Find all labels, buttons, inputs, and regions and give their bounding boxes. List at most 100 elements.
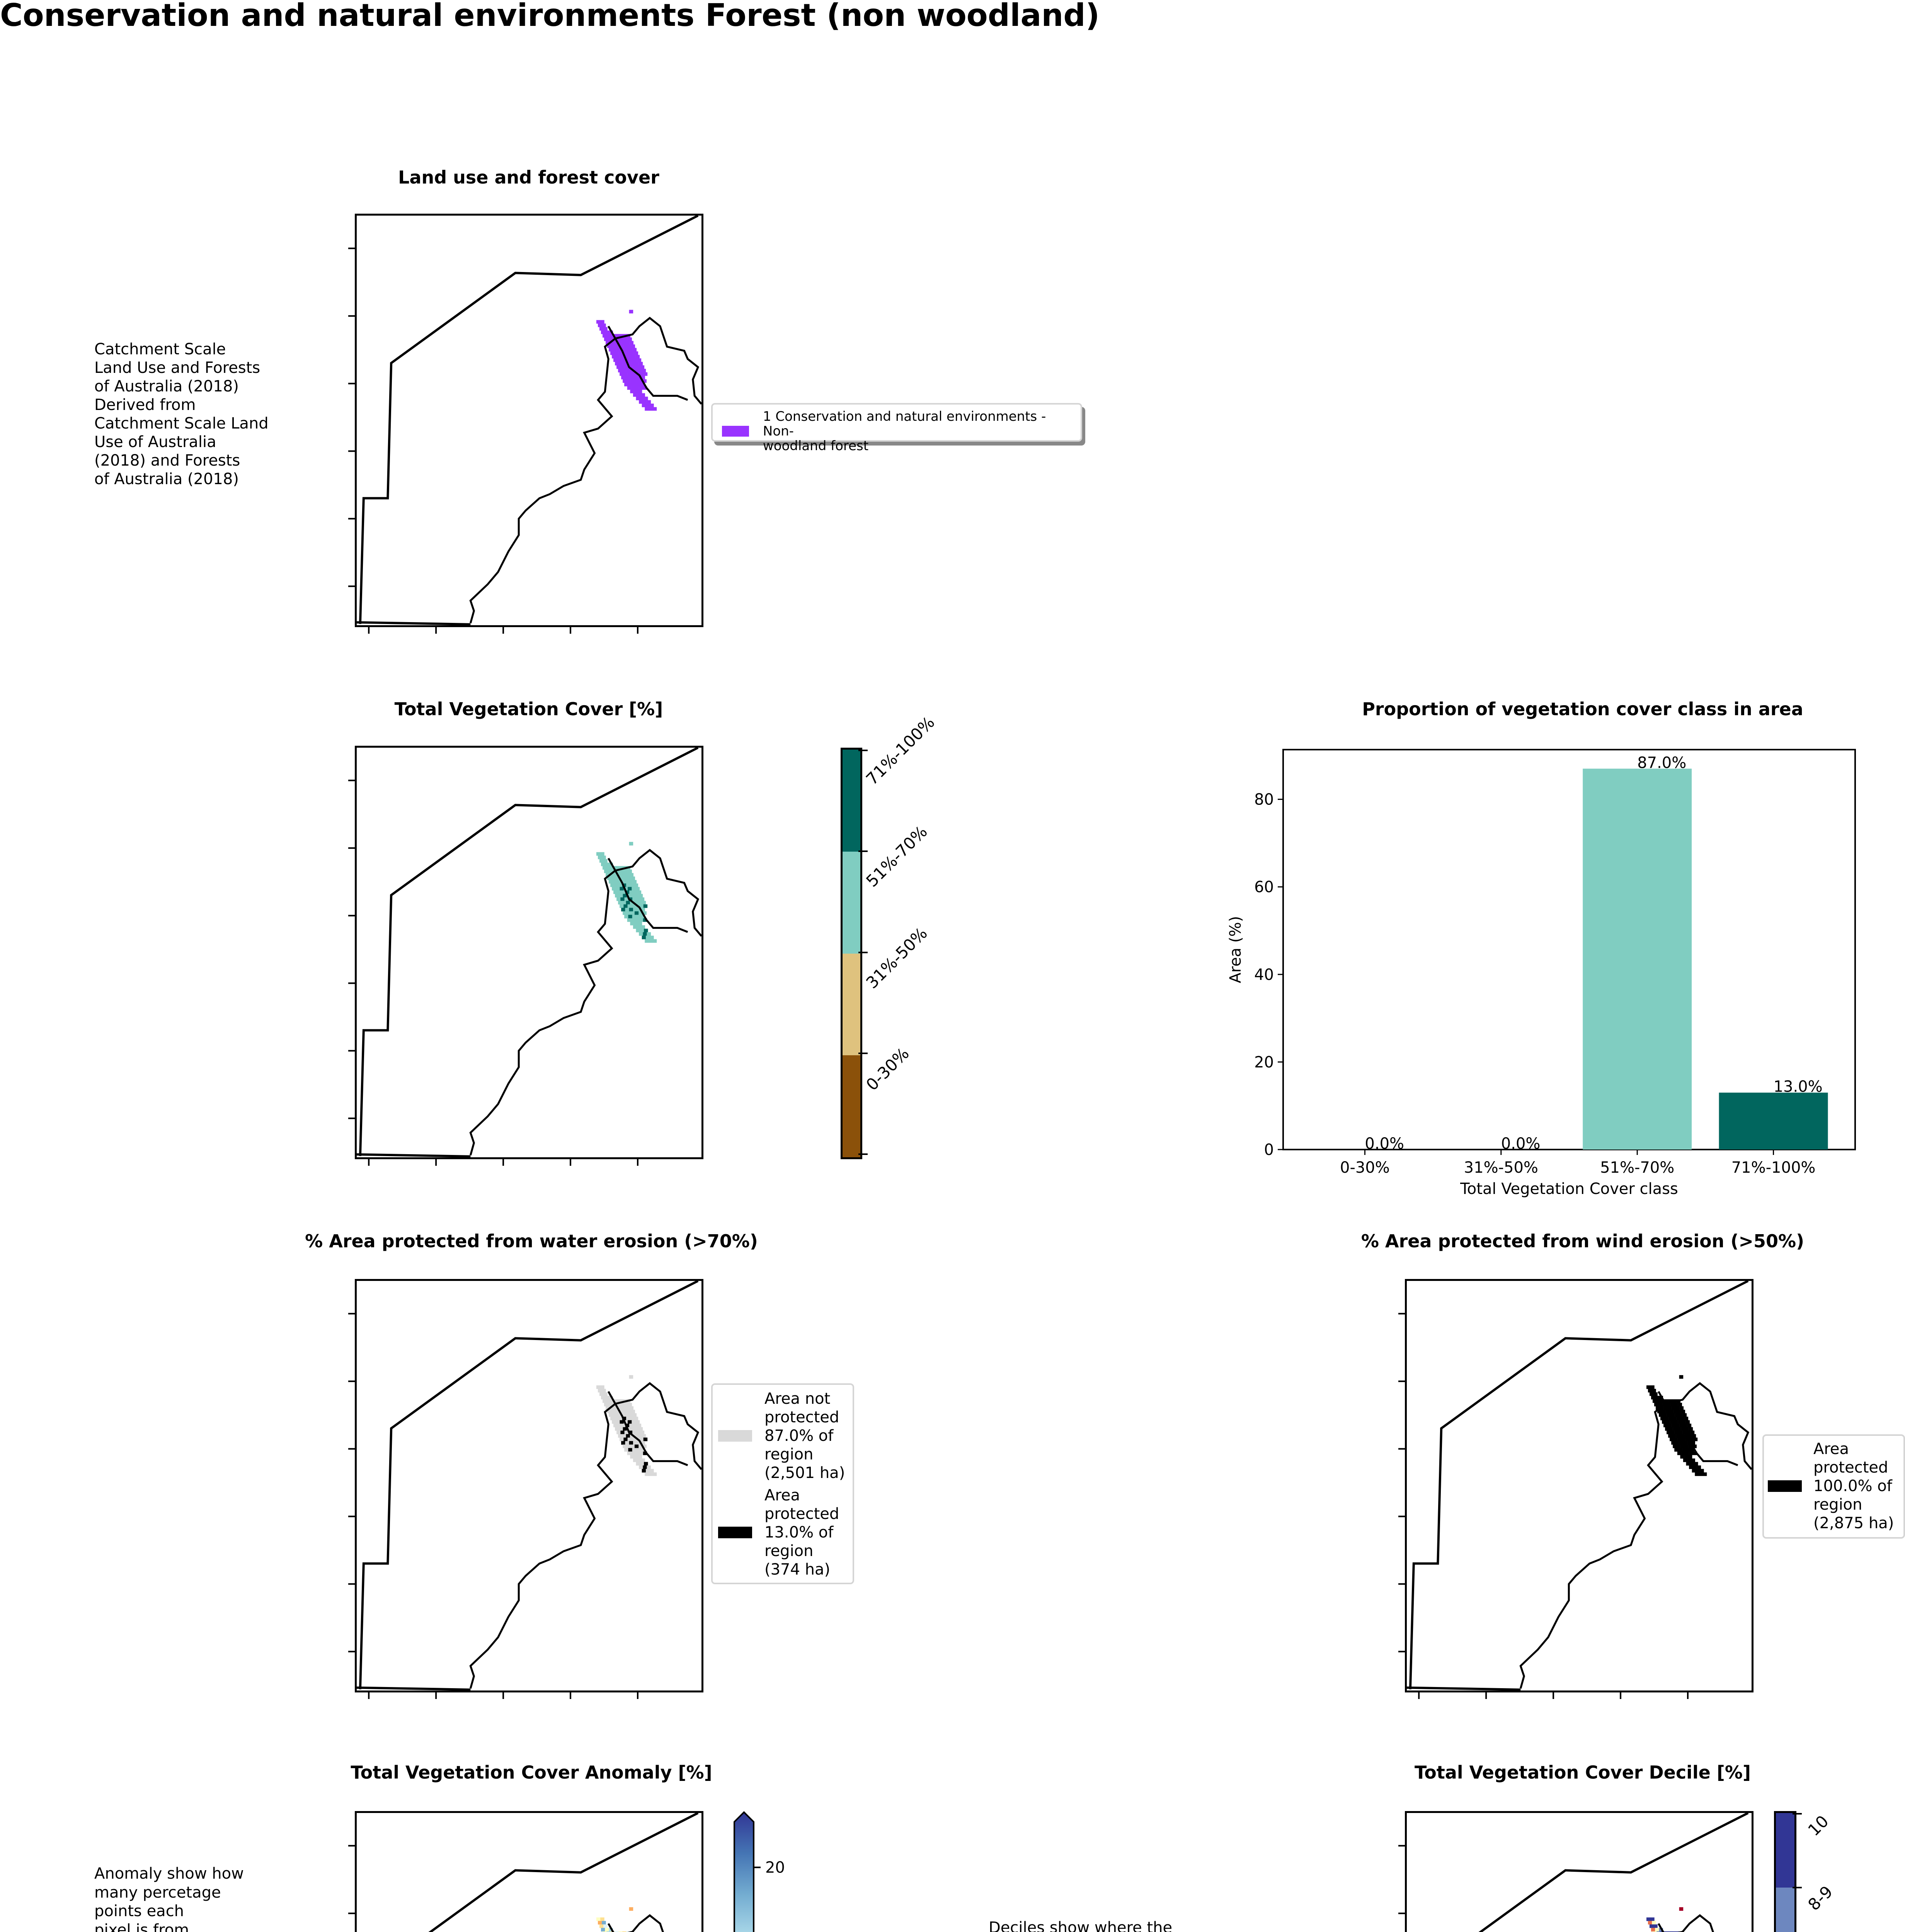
- map-pixel: [1666, 1403, 1670, 1406]
- map-pixel: [599, 1392, 604, 1396]
- map-pixel: [642, 1434, 646, 1438]
- map-pixel: [647, 400, 651, 404]
- map-pixel: [618, 351, 623, 355]
- map-pixel: [1672, 1406, 1676, 1410]
- map-pixel: [636, 396, 640, 400]
- map-pixel: [638, 1434, 642, 1438]
- map-pixel: [640, 1430, 645, 1434]
- map-pixel: [1672, 1931, 1677, 1932]
- map-pixel: [638, 369, 642, 372]
- map-pixel: [610, 1399, 615, 1403]
- map-pixel: [600, 320, 604, 324]
- colorbar-segment: [843, 1055, 860, 1157]
- map-pixel: [617, 1423, 621, 1427]
- map-pixel: [1682, 1420, 1686, 1424]
- map-pixel: [634, 922, 638, 925]
- map-pixel: [635, 918, 639, 922]
- map-pixel: [617, 890, 621, 894]
- map-pixel: [626, 379, 631, 383]
- map-pixel: [645, 935, 650, 939]
- map-pixel: [1678, 1420, 1682, 1424]
- map-pixel: [642, 911, 647, 915]
- map-pixel: [632, 365, 637, 369]
- map-pixel: [1697, 1465, 1701, 1469]
- map-pixel: [629, 1406, 634, 1410]
- map-pixel: [645, 939, 649, 943]
- map-pixel: [596, 852, 601, 856]
- map-pixel: [1675, 1406, 1680, 1410]
- map-pixel: [1652, 1399, 1657, 1403]
- map-pixel: [626, 883, 630, 887]
- map-pixel: [1685, 1451, 1689, 1455]
- map-pixel: [618, 334, 623, 338]
- map-pixel: [645, 1469, 650, 1473]
- map-pixel: [635, 1420, 640, 1424]
- map-pixel: [623, 1437, 628, 1441]
- map-canvas: [348, 214, 702, 634]
- map-pixel: [609, 873, 614, 877]
- map-pixel: [616, 355, 620, 359]
- map-pixel: [639, 932, 643, 936]
- map-pixel: [647, 1465, 651, 1469]
- map-pixel: [623, 1427, 627, 1431]
- map-pixel: [641, 393, 645, 397]
- map-pixel: [1687, 1423, 1692, 1427]
- colorbar-segment: [843, 953, 860, 1056]
- map-pixel: [620, 1437, 624, 1441]
- map-pixel: [621, 873, 626, 877]
- map-pixel: [628, 887, 632, 891]
- map-pixel: [628, 869, 632, 873]
- anomaly-title: Total Vegetation Cover Anomaly [%]: [351, 1762, 712, 1783]
- map-pixel: [616, 348, 621, 352]
- colorbar-segment: [1776, 1887, 1794, 1932]
- map-pixel: [1668, 1417, 1673, 1420]
- map-pixel: [600, 1385, 604, 1389]
- map-pixel: [645, 403, 650, 407]
- map-pixel: [1670, 1437, 1674, 1441]
- map-pixel: [605, 1396, 609, 1400]
- map-pixel: [640, 929, 644, 932]
- x-tick-label: 0-30%: [1340, 1159, 1390, 1177]
- map-pixel: [639, 372, 644, 376]
- colorbar-label: 10: [1804, 1811, 1832, 1840]
- map-pixel: [1671, 1423, 1676, 1427]
- map-pixel: [628, 1420, 632, 1424]
- legend-item: 1 Conservation and natural environments …: [722, 409, 1081, 453]
- legend-item: Area protected 13.0% of region (374 ha): [718, 1486, 839, 1579]
- map-pixel: [1683, 1441, 1687, 1445]
- map-pixel: [1677, 1427, 1681, 1431]
- map-pixel: [1679, 1375, 1684, 1379]
- state-boundary-line: [359, 747, 699, 1156]
- map-pixel: [618, 883, 623, 887]
- map-pixel: [610, 351, 615, 355]
- map-pixel: [624, 365, 629, 369]
- map-pixel: [631, 1410, 635, 1413]
- map-pixel: [1695, 1472, 1699, 1476]
- map-pixel: [616, 897, 621, 901]
- map-pixel: [625, 1423, 630, 1427]
- map-pixel: [615, 362, 619, 366]
- map-pixel: [623, 362, 627, 366]
- map-pixel: [604, 1403, 608, 1406]
- map-pixel: [619, 876, 623, 880]
- map-pixel: [602, 1399, 607, 1403]
- map-pixel: [639, 386, 644, 390]
- legend-swatch: [1768, 1480, 1802, 1492]
- map-pixel: [633, 1441, 637, 1445]
- map-pixel: [629, 1441, 633, 1445]
- wind-erosion-legend: Area protected 100.0% of region (2,875 h…: [1762, 1434, 1905, 1539]
- map-pixel: [631, 894, 635, 898]
- map-pixel: [631, 372, 636, 376]
- veg-cover-map: [348, 746, 703, 1166]
- map-pixel: [623, 887, 628, 891]
- legend-item: Area not protected 87.0% of region (2,50…: [718, 1389, 845, 1482]
- y-tick-label: 20: [1254, 1053, 1274, 1071]
- bar: [1583, 769, 1692, 1150]
- coastline: [469, 1382, 702, 1689]
- map-pixel: [628, 1413, 633, 1417]
- map-pixel: [1648, 1389, 1652, 1393]
- map-pixel: [1686, 1448, 1690, 1452]
- state-boundary-line: [1478, 1812, 1749, 1932]
- map-pixel: [1662, 1420, 1666, 1424]
- map-pixel: [1660, 1399, 1665, 1403]
